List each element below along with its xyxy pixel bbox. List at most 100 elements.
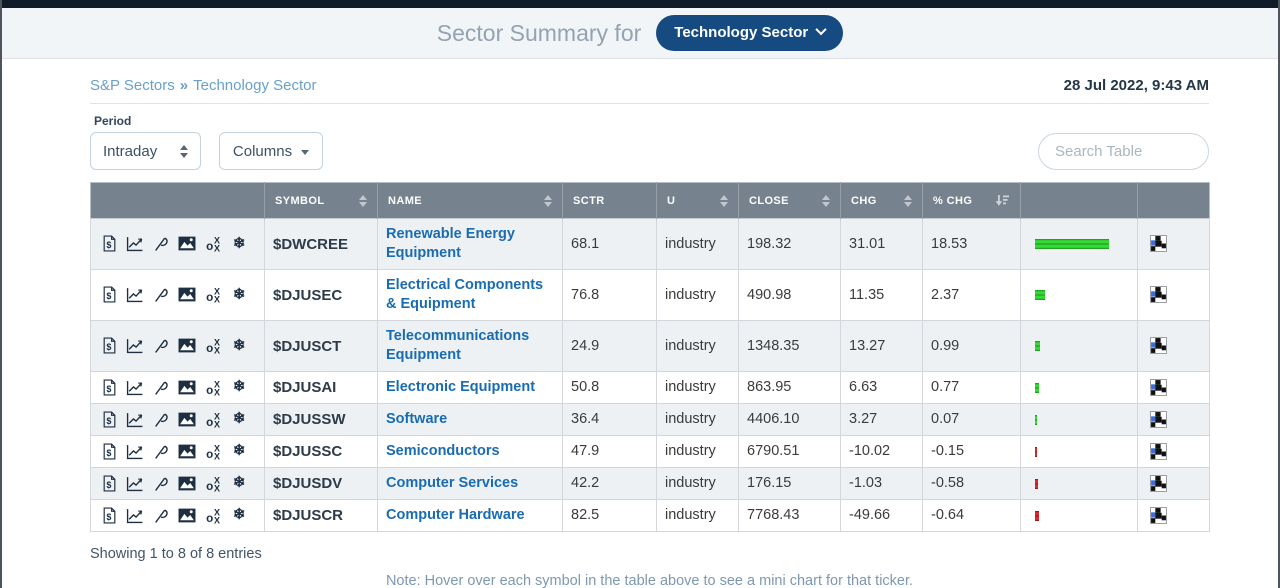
mini-chart-icon[interactable] [1149, 286, 1167, 304]
svg-text:$: $ [106, 511, 111, 521]
sector-select-button[interactable]: Technology Sector [656, 15, 844, 51]
pennant-chart-icon[interactable] [152, 506, 170, 524]
column-header[interactable]: SCTR [562, 182, 657, 219]
pct-chg-bar-cell [1020, 435, 1138, 468]
close-cell: 4406.10 [738, 403, 841, 436]
mini-chart-icon[interactable] [1149, 410, 1167, 428]
sharpchart-icon[interactable] [126, 286, 144, 304]
pennant-chart-icon[interactable] [152, 410, 170, 428]
sharpchart-icon[interactable] [126, 378, 144, 396]
sharpchart-icon[interactable] [126, 506, 144, 524]
industry-name-link[interactable]: Software [386, 411, 448, 427]
mini-chart-icon[interactable] [1149, 337, 1167, 355]
sharpchart-icon[interactable] [126, 337, 144, 355]
seasonality-snowflake-icon[interactable]: ❄ [232, 474, 246, 492]
symbol-cell[interactable]: $DJUSCT [264, 320, 378, 372]
svg-text:o: o [206, 480, 213, 492]
pennant-chart-icon[interactable] [152, 442, 170, 460]
point-and-figure-icon[interactable]: o X X [204, 442, 222, 460]
point-and-figure-icon[interactable]: o X X [204, 235, 222, 253]
pennant-chart-icon[interactable] [152, 474, 170, 492]
column-header[interactable]: % CHG [922, 182, 1021, 219]
galleryview-icon[interactable] [178, 286, 196, 304]
symbol-cell[interactable]: $DJUSSC [264, 435, 378, 468]
period-select[interactable]: Intraday [90, 132, 201, 170]
point-and-figure-icon[interactable]: o X X [204, 378, 222, 396]
pennant-chart-icon[interactable] [152, 235, 170, 253]
close-cell: 198.32 [738, 218, 841, 270]
symbol-cell[interactable]: $DJUSDV [264, 467, 378, 500]
sharpchart-icon[interactable] [126, 410, 144, 428]
pennant-chart-icon[interactable] [152, 286, 170, 304]
mini-chart-icon[interactable] [1149, 378, 1167, 396]
summary-doc-icon[interactable]: $ [100, 378, 118, 396]
pennant-chart-icon[interactable] [152, 337, 170, 355]
point-and-figure-icon[interactable]: o X X [204, 337, 222, 355]
column-header[interactable] [90, 182, 265, 219]
breadcrumb-link-technology-sector[interactable]: Technology Sector [193, 77, 317, 94]
summary-doc-icon[interactable]: $ [100, 410, 118, 428]
symbol-cell[interactable]: $DJUSAI [264, 371, 378, 404]
sctr-cell: 36.4 [562, 403, 657, 436]
column-header[interactable] [1020, 182, 1138, 219]
symbol-cell[interactable]: $DJUSSW [264, 403, 378, 436]
seasonality-snowflake-icon[interactable]: ❄ [232, 336, 246, 354]
column-header[interactable] [1137, 182, 1210, 219]
sctr-cell: 24.9 [562, 320, 657, 372]
column-header[interactable]: CLOSE [738, 182, 841, 219]
symbol-cell[interactable]: $DJUSCR [264, 499, 378, 532]
seasonality-snowflake-icon[interactable]: ❄ [232, 378, 246, 396]
point-and-figure-icon[interactable]: o X X [204, 474, 222, 492]
summary-doc-icon[interactable]: $ [100, 442, 118, 460]
galleryview-icon[interactable] [178, 506, 196, 524]
mini-chart-icon[interactable] [1149, 442, 1167, 460]
industry-name-link[interactable]: Electronic Equipment [386, 379, 536, 395]
breadcrumb: S&P Sectors» Technology Sector [90, 77, 317, 94]
summary-doc-icon[interactable]: $ [100, 286, 118, 304]
search-input[interactable] [1038, 133, 1209, 170]
galleryview-icon[interactable] [178, 235, 196, 253]
breadcrumb-link-sp-sectors[interactable]: S&P Sectors [90, 77, 175, 94]
mini-chart-icon[interactable] [1149, 506, 1167, 524]
symbol-cell[interactable]: $DJUSEC [264, 269, 378, 321]
pennant-chart-icon[interactable] [152, 378, 170, 396]
seasonality-snowflake-icon[interactable]: ❄ [232, 506, 246, 524]
summary-doc-icon[interactable]: $ [100, 474, 118, 492]
column-header[interactable]: U [656, 182, 739, 219]
columns-button[interactable]: Columns [219, 132, 323, 170]
seasonality-snowflake-icon[interactable]: ❄ [232, 285, 246, 303]
seasonality-snowflake-icon[interactable]: ❄ [232, 442, 246, 460]
industry-name-link[interactable]: Semiconductors [386, 443, 500, 459]
point-and-figure-icon[interactable]: o X X [204, 286, 222, 304]
column-header[interactable]: SYMBOL [264, 182, 378, 219]
galleryview-icon[interactable] [178, 337, 196, 355]
galleryview-icon[interactable] [178, 474, 196, 492]
point-and-figure-icon[interactable]: o X X [204, 410, 222, 428]
summary-doc-icon[interactable]: $ [100, 506, 118, 524]
industry-name-link[interactable]: Computer Hardware [386, 507, 525, 523]
industry-name-link[interactable]: Computer Services [386, 475, 519, 491]
summary-doc-icon[interactable]: $ [100, 235, 118, 253]
column-header[interactable]: NAME [377, 182, 563, 219]
mini-chart-icon[interactable] [1149, 474, 1167, 492]
sharpchart-icon[interactable] [126, 235, 144, 253]
chg-cell: 31.01 [840, 218, 923, 270]
seasonality-snowflake-icon[interactable]: ❄ [232, 410, 246, 428]
mini-chart-icon[interactable] [1149, 235, 1167, 253]
industry-name-link[interactable]: Telecommunications Equipment [386, 328, 530, 363]
galleryview-icon[interactable] [178, 378, 196, 396]
industry-name-link[interactable]: Renewable Energy Equipment [386, 226, 515, 261]
galleryview-icon[interactable] [178, 442, 196, 460]
column-header[interactable]: CHG [840, 182, 923, 219]
symbol-cell[interactable]: $DWCREE [264, 218, 378, 270]
point-and-figure-icon[interactable]: o X X [204, 506, 222, 524]
industry-name-link[interactable]: Electrical Components & Equipment [386, 277, 544, 312]
sharpchart-icon[interactable] [126, 442, 144, 460]
pct-chg-bar-cell [1020, 218, 1138, 270]
sctr-cell: 76.8 [562, 269, 657, 321]
sharpchart-icon[interactable] [126, 474, 144, 492]
seasonality-snowflake-icon[interactable]: ❄ [232, 234, 246, 252]
summary-doc-icon[interactable]: $ [100, 337, 118, 355]
galleryview-icon[interactable] [178, 410, 196, 428]
table-header-row: SYMBOL NAME SCTR U CLOSE [90, 182, 1210, 219]
